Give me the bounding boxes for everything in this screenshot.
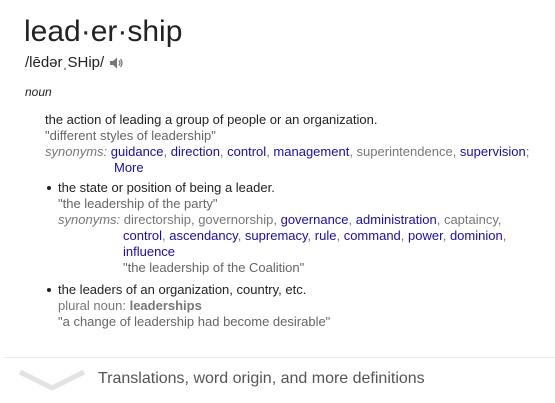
sense-1-synonyms: synonyms: guidance, direction, control, … [45, 144, 530, 159]
synonym-text: captaincy [443, 212, 498, 227]
synonym-link[interactable]: command [343, 228, 401, 243]
speaker-icon[interactable] [108, 55, 126, 71]
synonym-link[interactable]: governance [280, 212, 349, 227]
synonym-text: governorship [198, 212, 274, 227]
synonym-example-text: "the leadership of the Coalition" [123, 260, 305, 275]
sense-2-synonyms: synonyms: directorship, governorship, go… [58, 212, 502, 227]
synonym-link[interactable]: supremacy [244, 228, 308, 243]
plural-label: plural noun: [58, 298, 126, 313]
synonym-link[interactable]: rule [314, 228, 337, 243]
more-synonyms-link[interactable]: More [114, 160, 144, 175]
example-text: "the leadership of the party" [58, 196, 218, 211]
sense-2-definition: the state or position of being a leader. [58, 180, 275, 196]
sense-3-definition: the leaders of an organization, country,… [58, 282, 306, 298]
synonyms-label: synonyms: [45, 144, 108, 159]
phonetic-row: /lēdərˌSHip/ [25, 53, 126, 73]
sense-3-example: "a change of leadership had become desir… [58, 314, 330, 330]
synonym-link[interactable]: power [408, 228, 443, 243]
synonym-link[interactable]: influence [123, 244, 176, 259]
synonym-text: superintendence [356, 144, 453, 159]
part-of-speech: noun [25, 85, 52, 99]
synonym-link[interactable]: dominion [449, 228, 503, 243]
sense-1-example: "different styles of leadership" [45, 128, 216, 144]
synonym-link[interactable]: guidance [110, 144, 164, 159]
sense-2-example: "the leadership of the party" [58, 196, 218, 212]
sense-2-synonyms-line3: influence [123, 244, 175, 260]
footer-divider [4, 357, 555, 358]
bullet [47, 186, 51, 190]
more-definitions-footer[interactable]: Translations, word origin, and more defi… [0, 358, 555, 403]
synonym-link[interactable]: control [227, 144, 267, 159]
synonym-link[interactable]: control [123, 228, 163, 243]
synonym-link[interactable]: management [273, 144, 350, 159]
bullet [47, 288, 51, 292]
phonetic-text: /lēdərˌSHip/ [25, 54, 105, 71]
sense-3-plural: plural noun: leaderships [58, 298, 202, 314]
more-definitions-link[interactable]: Translations, word origin, and more defi… [98, 370, 425, 387]
sense-2-synonyms-line2: control, ascendancy, supremacy, rule, co… [123, 228, 507, 243]
definition-text: the state or position of being a leader. [58, 180, 275, 195]
synonym-link[interactable]: administration [355, 212, 437, 227]
synonyms-label: synonyms: [58, 212, 121, 227]
sense-1-more: More [114, 160, 144, 176]
sense-1-definition: the action of leading a group of people … [45, 112, 377, 128]
synonym-link[interactable]: supervision [459, 144, 526, 159]
definition-text: the leaders of an organization, country,… [58, 282, 307, 297]
sense-2-synonym-example: "the leadership of the Coalition" [123, 260, 304, 276]
synonym-link[interactable]: ascendancy [169, 228, 238, 243]
plural-value: leaderships [129, 298, 202, 313]
synonym-link[interactable]: direction [170, 144, 220, 159]
example-text: "a change of leadership had become desir… [58, 314, 331, 329]
example-text: "different styles of leadership" [45, 128, 216, 143]
headword: lead·er·ship [24, 15, 183, 48]
definition-text: the action of leading a group of people … [45, 112, 378, 127]
chevron-down-icon[interactable] [18, 368, 86, 397]
synonym-text: directorship [123, 212, 191, 227]
